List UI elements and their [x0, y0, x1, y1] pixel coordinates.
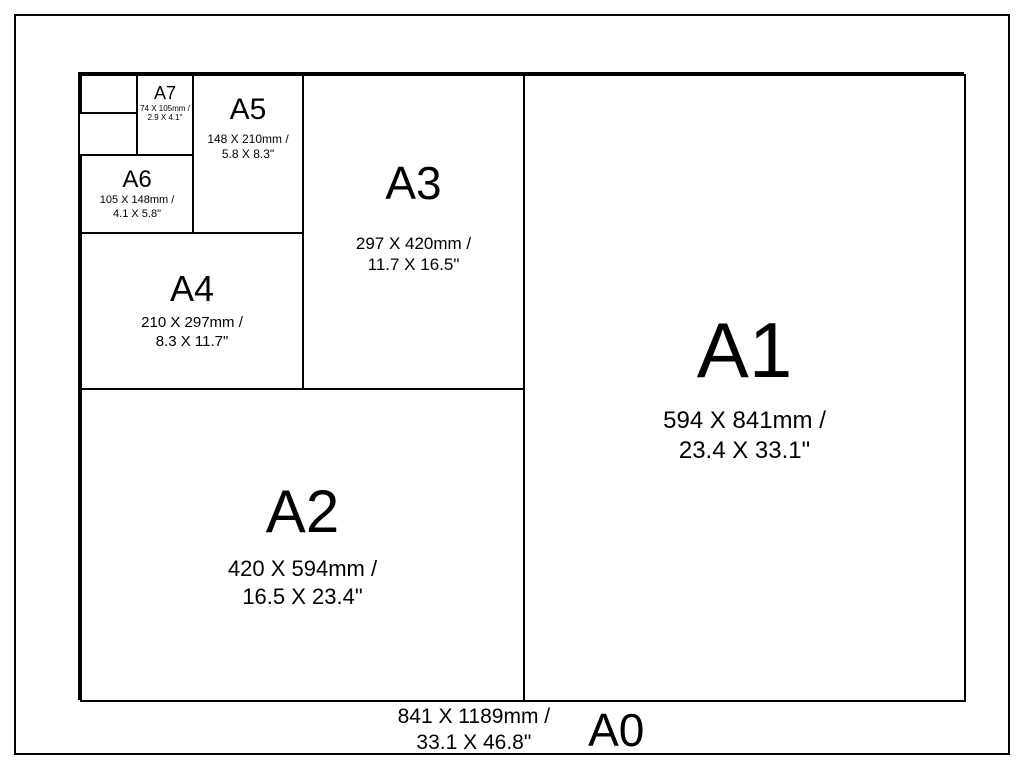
a4-box: A4 210 X 297mm / 8.3 X 11.7" [80, 232, 304, 390]
a0-dims: 841 X 1189mm / 33.1 X 46.8" [398, 704, 551, 757]
a0-label: A0 [588, 706, 644, 754]
a4-dims: 210 X 297mm / 8.3 X 11.7" [141, 314, 243, 352]
a6-label: A6 [122, 167, 151, 192]
a2-dims: 420 X 594mm / 16.5 X 23.4" [228, 555, 377, 610]
a6-dims: 105 X 148mm / 4.1 X 5.8" [100, 194, 175, 222]
a7-label: A7 [154, 84, 176, 103]
a2-box: A2 420 X 594mm / 16.5 X 23.4" [80, 388, 525, 702]
a3-box: A3 297 X 420mm / 11.7 X 16.5" [302, 74, 525, 390]
a0-footer: 841 X 1189mm / 33.1 X 46.8" A0 [78, 702, 964, 758]
a8-box [80, 74, 138, 114]
a6-box: A6 105 X 148mm / 4.1 X 5.8" [80, 154, 194, 234]
a7-box: A7 74 X 105mm / 2.9 X 4.1" [136, 74, 194, 156]
a2-label: A2 [266, 480, 339, 543]
a4-label: A4 [170, 270, 214, 308]
a3-label: A3 [385, 159, 441, 207]
a1-label: A1 [697, 310, 792, 392]
a5-label: A5 [230, 94, 267, 126]
a7-dims: 74 X 105mm / 2.9 X 4.1" [140, 104, 190, 122]
a5-box: A5 148 X 210mm / 5.8 X 8.3" [192, 74, 304, 234]
a1-dims: 594 X 841mm / 23.4 X 33.1" [663, 406, 826, 466]
a5-dims: 148 X 210mm / 5.8 X 8.3" [207, 132, 288, 162]
a0-container: A1 594 X 841mm / 23.4 X 33.1" A2 420 X 5… [78, 72, 964, 700]
a3-dims: 297 X 420mm / 11.7 X 16.5" [356, 233, 471, 276]
a1-box: A1 594 X 841mm / 23.4 X 33.1" [523, 74, 966, 702]
outer-frame: A1 594 X 841mm / 23.4 X 33.1" A2 420 X 5… [14, 14, 1010, 755]
